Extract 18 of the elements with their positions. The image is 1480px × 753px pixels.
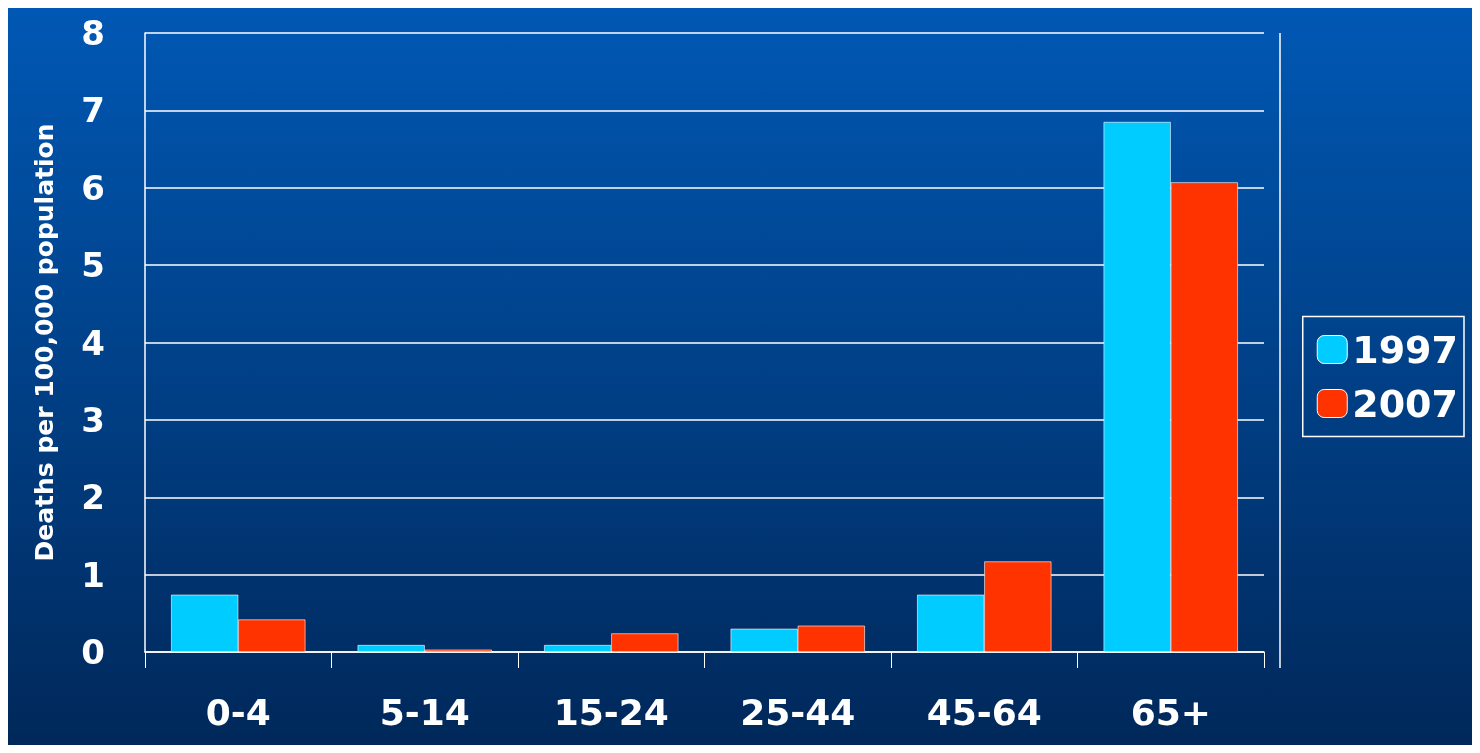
y-tick-label: 7 [81,90,105,131]
x-tick-label: 15-24 [553,691,669,733]
x-tick-label: 65+ [1130,691,1211,733]
y-tick-label: 2 [81,477,105,518]
x-tick-label: 45-64 [926,691,1042,733]
legend-label: 2007 [1352,381,1458,426]
x-tick-label: 5-14 [379,691,470,733]
y-tick-label: 4 [81,322,105,363]
y-tick-label: 1 [81,554,105,595]
y-tick-label: 5 [81,245,105,286]
legend-label: 1997 [1352,327,1458,372]
y-tick-label: 3 [81,399,105,440]
y-tick-label: 0 [81,632,105,672]
y-tick-label: 8 [81,13,105,53]
x-tick-label: 0-4 [205,691,271,733]
y-tick-label: 6 [81,167,105,208]
x-tick-label: 25-44 [740,691,856,733]
y-axis-title: Deaths per 100,000 population [30,123,59,562]
